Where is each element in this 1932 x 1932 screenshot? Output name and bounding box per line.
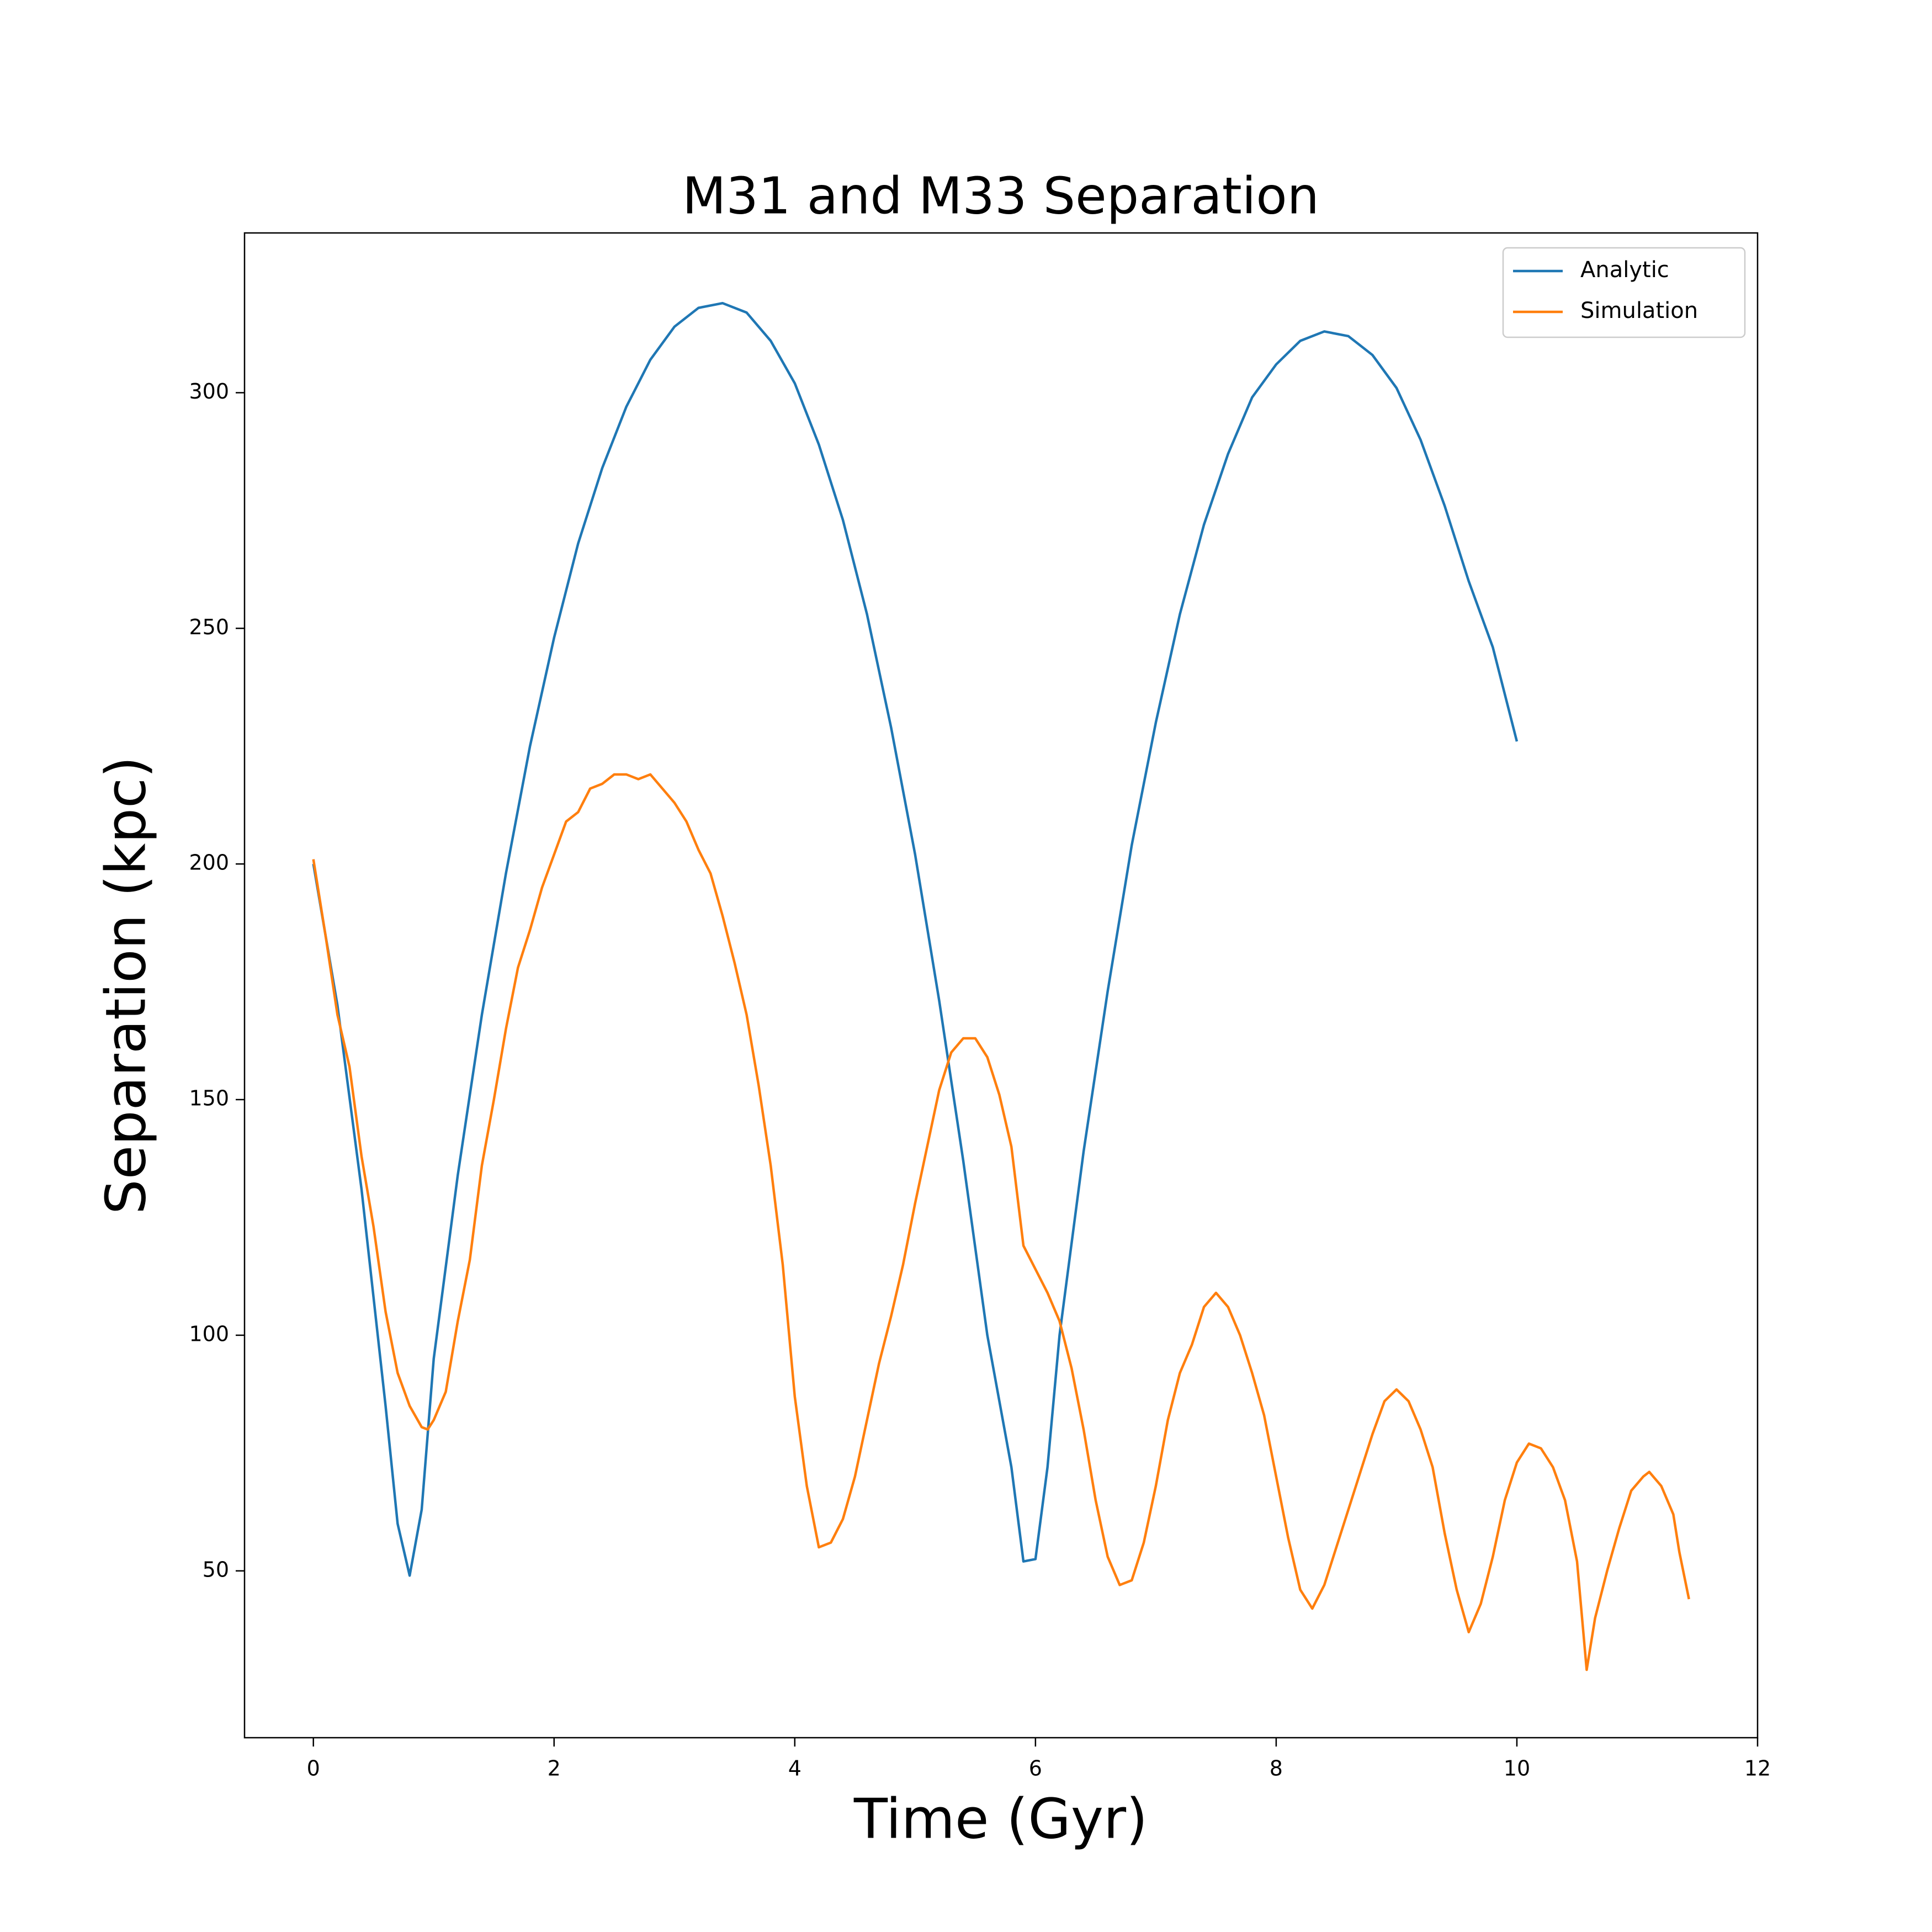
x-tick-label: 10 xyxy=(1504,1756,1530,1781)
x-tick-label: 2 xyxy=(548,1756,561,1781)
x-tick-label: 12 xyxy=(1744,1756,1771,1781)
legend: Analytic Simulation xyxy=(1502,247,1746,338)
x-tick-label: 6 xyxy=(1029,1756,1042,1781)
y-tick-label: 200 xyxy=(189,851,229,875)
legend-label: Simulation xyxy=(1580,298,1698,323)
chart-title: M31 and M33 Separation xyxy=(682,166,1319,225)
x-axis-label: Time (Gyr) xyxy=(853,1786,1148,1851)
y-tick-label: 150 xyxy=(189,1086,229,1111)
y-tick-label: 50 xyxy=(203,1557,229,1581)
x-tick-label: 8 xyxy=(1270,1756,1283,1781)
x-tick-label: 4 xyxy=(788,1756,802,1781)
y-tick-label: 100 xyxy=(189,1321,229,1346)
legend-box xyxy=(1502,247,1746,338)
x-tick-label: 0 xyxy=(307,1756,320,1781)
y-tick-label: 250 xyxy=(189,615,229,639)
legend-label: Analytic xyxy=(1580,257,1669,283)
plot-frame xyxy=(243,232,1759,1739)
y-tick-label: 300 xyxy=(189,379,229,404)
data-line xyxy=(312,301,1519,1577)
data-line xyxy=(312,773,1690,1671)
y-axis-label: Separation (kpc) xyxy=(93,756,158,1214)
